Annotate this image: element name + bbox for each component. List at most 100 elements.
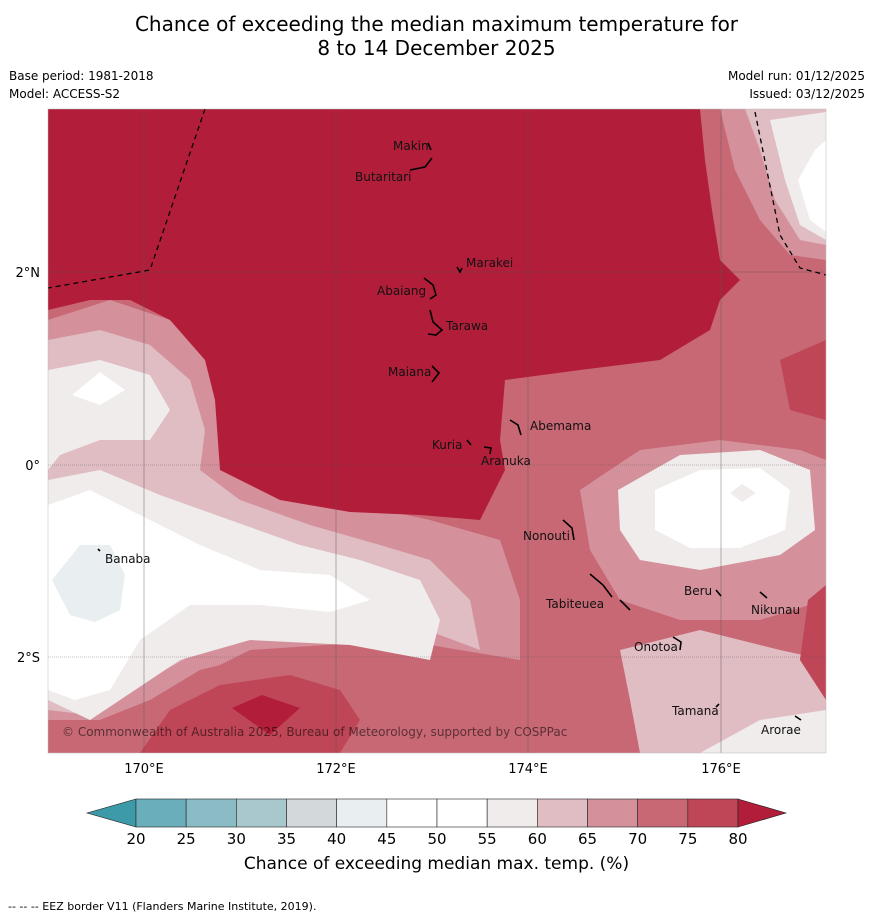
contour-band-45-55 xyxy=(798,140,826,232)
island-tamana xyxy=(715,703,720,708)
colorbar-segment xyxy=(336,798,388,828)
colorbar-tick-label: 80 xyxy=(728,830,747,848)
contour-band-75-80 xyxy=(780,340,826,420)
islands xyxy=(97,142,802,721)
island-beru xyxy=(715,589,722,597)
colorbar-tick-label: 25 xyxy=(177,830,196,848)
colorbar-segment xyxy=(637,798,689,828)
island-banaba xyxy=(97,548,101,552)
lat-label-2s: 2°S xyxy=(17,651,40,666)
island-tabiteuea xyxy=(589,573,631,611)
label-abemama: Abemama xyxy=(530,419,591,433)
label-marakei: Marakei xyxy=(466,256,513,270)
colorbar-segment xyxy=(135,798,187,828)
colorbar-segment xyxy=(286,798,337,828)
plot-frame xyxy=(47,108,827,754)
island-marakei xyxy=(456,266,463,274)
island-abaiang xyxy=(423,277,437,300)
island-aranuka xyxy=(483,446,492,455)
contour-band-40-45 xyxy=(52,545,125,622)
eez-border xyxy=(48,109,826,289)
label-tarawa: Tarawa xyxy=(445,319,488,333)
island-abemama xyxy=(509,419,522,436)
colorbar-tick-label: 55 xyxy=(478,830,497,848)
colorbar-tick-label: 45 xyxy=(377,830,396,848)
island-tarawa xyxy=(427,309,444,336)
contour-band-75-80 xyxy=(800,585,826,700)
colorbar-tick-label: 30 xyxy=(227,830,246,848)
label-nikunau: Nikunau xyxy=(751,603,800,617)
issued-date: Issued: 03/12/2025 xyxy=(749,87,865,101)
island-butaritari xyxy=(409,157,433,171)
contour-band-55-60 xyxy=(48,360,170,470)
eez-footnote: -- -- -- EEZ border V11 (Flanders Marine… xyxy=(8,900,317,913)
lat-label-2n: 2°N xyxy=(16,266,41,281)
colorbar: 20 25 30 35 40 45 50 55 60 65 70 75 80 xyxy=(85,798,788,848)
contour-band-55-60 xyxy=(700,710,826,753)
colorbar-tick-label: 75 xyxy=(678,830,697,848)
colorbar-segment xyxy=(486,798,538,828)
colorbar-extend-high xyxy=(737,798,788,828)
graticule xyxy=(48,109,826,753)
colorbar-extend-low xyxy=(85,798,137,828)
colorbar-segment xyxy=(537,798,588,828)
colorbar-segment xyxy=(236,798,287,828)
colorbar-tick-label: 50 xyxy=(427,830,446,848)
model-run: Model run: 01/12/2025 xyxy=(727,69,865,83)
label-butaritari: Butaritari xyxy=(355,170,412,184)
label-aranuka: Aranuka xyxy=(481,454,531,468)
colorbar-tick-label: 65 xyxy=(578,830,597,848)
label-kuria: Kuria xyxy=(432,438,463,452)
place-labels: Makin Butaritari Marakei Abaiang Tarawa … xyxy=(105,139,801,737)
title-line-2: 8 to 14 December 2025 xyxy=(317,36,556,60)
colorbar-segment xyxy=(436,798,488,828)
colorbar-tick-label: 70 xyxy=(628,830,647,848)
colorbar-tick-label: 60 xyxy=(528,830,547,848)
meta-left: Base period: 1981-2018 Model: ACCESS-S2 xyxy=(9,67,154,103)
label-tamana: Tamana xyxy=(671,704,719,718)
colorbar-tick-label: 40 xyxy=(327,830,346,848)
colorbar-segment xyxy=(185,798,237,828)
colorbar-tick-label: 35 xyxy=(277,830,296,848)
island-nikunau xyxy=(759,591,768,599)
contour-band-above-80 xyxy=(232,695,300,735)
axis-labels: 2°N 0° 2°S 170°E 172°E 174°E 176°E xyxy=(16,266,741,777)
base-period: Base period: 1981-2018 xyxy=(9,69,154,83)
island-arorae xyxy=(794,715,802,721)
model-name: Model: ACCESS-S2 xyxy=(9,87,121,101)
lon-label-172e: 172°E xyxy=(316,762,356,777)
lon-label-176e: 176°E xyxy=(701,762,741,777)
contour-band-55-60 xyxy=(730,484,756,502)
contour-field xyxy=(48,109,826,753)
lon-label-174e: 174°E xyxy=(508,762,548,777)
chart-title: Chance of exceeding the median maximum t… xyxy=(0,12,873,60)
colorbar-segment xyxy=(587,798,638,828)
label-arorae: Arorae xyxy=(761,723,801,737)
meta-right: Model run: 01/12/2025 Issued: 03/12/2025 xyxy=(728,67,865,103)
island-maiana xyxy=(431,365,441,383)
contour-band-45-55 xyxy=(655,468,790,548)
lat-label-0: 0° xyxy=(25,459,40,474)
island-makin xyxy=(427,142,432,151)
colorbar-segment xyxy=(386,798,438,828)
label-abaiang: Abaiang xyxy=(377,284,426,298)
island-nonouti xyxy=(562,519,575,541)
lon-label-170e: 170°E xyxy=(124,762,164,777)
title-line-1: Chance of exceeding the median maximum t… xyxy=(134,12,739,36)
contour-band-45-55 xyxy=(48,490,370,700)
label-nonouti: Nonouti xyxy=(523,529,570,543)
label-banaba: Banaba xyxy=(105,552,151,566)
colorbar-label: Chance of exceeding median max. temp. (%… xyxy=(243,854,630,874)
label-beru: Beru xyxy=(684,584,712,598)
contour-band-above-80 xyxy=(48,109,740,520)
label-makin: Makin xyxy=(393,139,429,153)
colorbar-tick-label: 20 xyxy=(126,830,145,848)
label-maiana: Maiana xyxy=(388,365,431,379)
colorbar-segment xyxy=(687,798,739,828)
island-kuria xyxy=(466,439,472,446)
label-onotoa: Onotoa xyxy=(634,640,678,654)
copyright-notice: © Commonwealth of Australia 2025, Bureau… xyxy=(62,725,567,739)
island-onotoa xyxy=(672,636,682,651)
label-tabiteuea: Tabiteuea xyxy=(545,597,604,611)
